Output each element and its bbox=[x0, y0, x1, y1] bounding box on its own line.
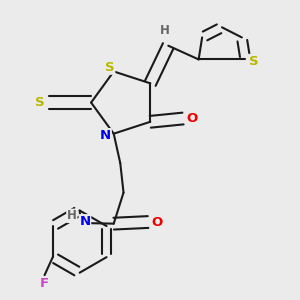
Text: O: O bbox=[152, 215, 163, 229]
Text: S: S bbox=[249, 55, 258, 68]
Text: N: N bbox=[80, 215, 91, 228]
Text: H: H bbox=[160, 25, 170, 38]
Text: H: H bbox=[67, 209, 77, 222]
Text: S: S bbox=[34, 96, 44, 109]
Text: S: S bbox=[105, 61, 115, 74]
Text: O: O bbox=[187, 112, 198, 125]
Text: N: N bbox=[100, 129, 111, 142]
Text: F: F bbox=[40, 277, 49, 290]
